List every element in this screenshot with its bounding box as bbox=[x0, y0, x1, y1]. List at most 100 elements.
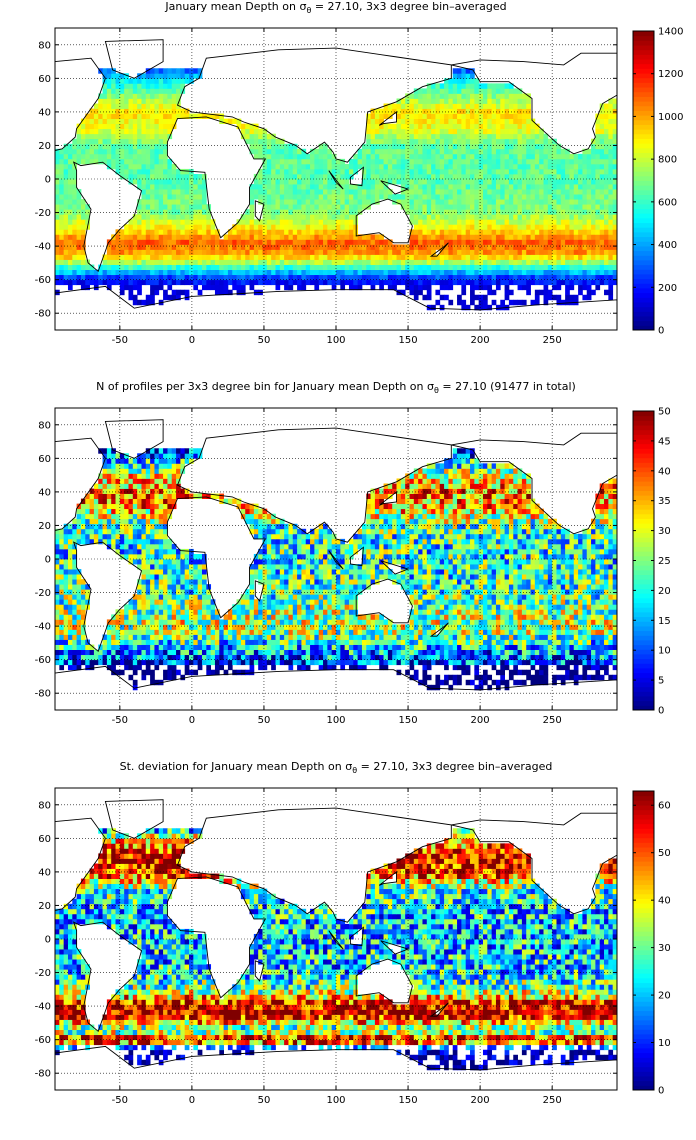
data-cell bbox=[448, 153, 454, 160]
data-cell bbox=[163, 219, 168, 225]
data-cell bbox=[435, 133, 441, 140]
data-cell bbox=[482, 279, 488, 286]
data-cell bbox=[612, 184, 618, 190]
data-cell bbox=[400, 168, 406, 175]
data-cell bbox=[526, 153, 531, 160]
data-cell bbox=[599, 234, 605, 240]
data-cell bbox=[491, 259, 497, 265]
data-cell bbox=[500, 103, 505, 109]
colorbar-segment bbox=[633, 40, 654, 46]
data-cell bbox=[582, 209, 588, 215]
data-cell bbox=[98, 138, 103, 145]
data-cell bbox=[59, 168, 65, 175]
data-cell bbox=[266, 234, 272, 240]
data-cell bbox=[132, 148, 138, 155]
data-cell bbox=[413, 184, 419, 190]
data-cell bbox=[184, 649, 190, 656]
data-cell bbox=[491, 234, 497, 240]
data-cell bbox=[93, 138, 99, 145]
data-cell bbox=[431, 229, 436, 235]
data-cell bbox=[102, 148, 108, 155]
data-cell bbox=[413, 659, 419, 666]
data-cell bbox=[543, 163, 549, 170]
data-cell bbox=[491, 194, 497, 200]
data-cell bbox=[336, 224, 341, 230]
data-cell bbox=[534, 224, 540, 230]
data-cell bbox=[444, 153, 449, 160]
data-cell bbox=[426, 168, 432, 175]
data-cell bbox=[336, 229, 341, 235]
data-cell bbox=[163, 194, 168, 200]
data-cell bbox=[578, 224, 583, 230]
data-cell bbox=[431, 118, 436, 125]
data-cell bbox=[418, 168, 423, 175]
data-cell bbox=[435, 679, 441, 686]
data-cell bbox=[612, 234, 618, 240]
data-cell bbox=[102, 93, 108, 99]
data-cell bbox=[336, 654, 341, 661]
data-cell bbox=[379, 118, 384, 125]
data-cell bbox=[279, 654, 285, 661]
data-cell bbox=[426, 138, 432, 145]
data-cell bbox=[582, 254, 588, 260]
data-cell bbox=[534, 269, 540, 276]
data-cell bbox=[495, 93, 501, 99]
data-cell bbox=[504, 254, 510, 260]
data-cell bbox=[310, 234, 315, 240]
data-cell bbox=[106, 279, 112, 286]
data-cell bbox=[448, 173, 454, 180]
data-cell bbox=[530, 219, 536, 225]
data-cell bbox=[530, 244, 536, 250]
data-cell bbox=[608, 279, 614, 286]
data-cell bbox=[223, 244, 229, 250]
data-cell bbox=[413, 93, 419, 99]
data-cell bbox=[227, 234, 233, 240]
data-cell bbox=[249, 204, 255, 210]
data-cell bbox=[297, 209, 302, 215]
data-cell bbox=[573, 224, 579, 230]
data-cell bbox=[348, 209, 354, 215]
data-cell bbox=[223, 654, 229, 661]
data-cell bbox=[586, 284, 592, 291]
data-cell bbox=[599, 264, 605, 270]
data-cell bbox=[128, 168, 134, 175]
data-cell bbox=[444, 189, 449, 195]
data-cell bbox=[279, 168, 285, 175]
data-cell bbox=[422, 148, 428, 155]
data-cell bbox=[93, 158, 99, 165]
data-cell bbox=[392, 163, 397, 170]
data-cell bbox=[452, 214, 458, 220]
data-cell bbox=[582, 168, 588, 175]
data-cell bbox=[418, 143, 423, 150]
data-cell bbox=[323, 654, 328, 661]
data-cell bbox=[379, 284, 384, 291]
data-cell bbox=[141, 173, 147, 180]
data-cell bbox=[158, 88, 164, 94]
data-cell bbox=[495, 284, 501, 291]
data-cell bbox=[197, 68, 203, 74]
data-cell bbox=[193, 264, 199, 270]
data-cell bbox=[482, 239, 488, 245]
data-cell bbox=[305, 234, 311, 240]
data-cell bbox=[565, 168, 570, 175]
data-cell bbox=[582, 214, 588, 220]
data-cell bbox=[431, 148, 436, 155]
data-cell bbox=[366, 113, 371, 119]
data-cell bbox=[435, 659, 441, 666]
data-cell bbox=[604, 289, 609, 296]
data-cell bbox=[495, 649, 501, 656]
data-cell bbox=[513, 158, 518, 165]
data-cell bbox=[145, 224, 151, 230]
data-cell bbox=[137, 158, 142, 165]
data-cell bbox=[418, 284, 423, 291]
data-cell bbox=[141, 259, 147, 265]
data-cell bbox=[55, 153, 60, 160]
data-cell bbox=[452, 173, 458, 180]
data-cell bbox=[111, 73, 116, 79]
data-cell bbox=[297, 284, 302, 291]
data-cell bbox=[176, 649, 181, 656]
data-cell bbox=[513, 234, 518, 240]
data-cell bbox=[132, 224, 138, 230]
data-cell bbox=[452, 113, 458, 119]
data-cell bbox=[348, 259, 354, 265]
